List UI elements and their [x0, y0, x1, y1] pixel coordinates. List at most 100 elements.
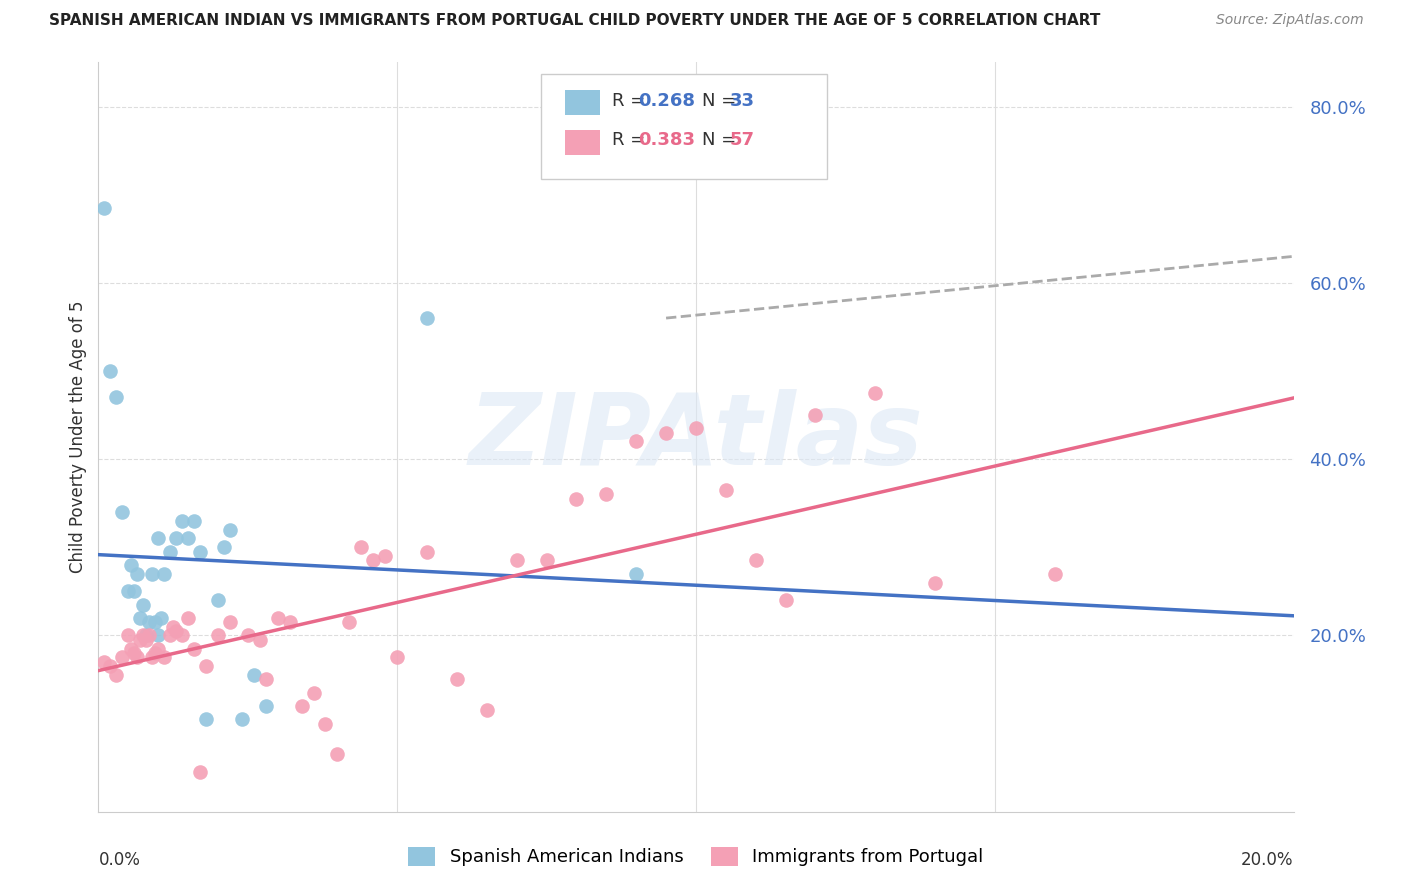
Point	[775, 593, 797, 607]
Point	[506, 553, 529, 567]
Point	[129, 632, 152, 647]
Point	[120, 641, 142, 656]
Point	[249, 632, 271, 647]
Point	[626, 434, 648, 449]
Point	[416, 311, 439, 326]
Point	[595, 487, 617, 501]
Point	[117, 628, 139, 642]
Point	[153, 566, 176, 581]
Point	[207, 628, 229, 642]
Point	[385, 650, 409, 665]
Point	[141, 650, 163, 665]
Point	[150, 611, 173, 625]
Point	[138, 628, 160, 642]
Point	[195, 712, 218, 726]
Point	[416, 544, 439, 558]
Text: 0.383: 0.383	[638, 131, 696, 149]
Point	[98, 659, 122, 673]
Point	[374, 549, 396, 563]
Point	[302, 686, 325, 700]
Point	[93, 201, 115, 215]
Point	[98, 364, 122, 378]
FancyBboxPatch shape	[541, 74, 827, 178]
Point	[236, 628, 259, 642]
Point	[177, 532, 200, 546]
Point	[172, 628, 194, 642]
Point	[865, 386, 887, 401]
Text: N =: N =	[702, 131, 742, 149]
Text: SPANISH AMERICAN INDIAN VS IMMIGRANTS FROM PORTUGAL CHILD POVERTY UNDER THE AGE : SPANISH AMERICAN INDIAN VS IMMIGRANTS FR…	[49, 13, 1101, 29]
Text: ZIPAtlas: ZIPAtlas	[468, 389, 924, 485]
Point	[132, 628, 155, 642]
Point	[278, 615, 301, 630]
Text: R =: R =	[613, 131, 651, 149]
Text: Source: ZipAtlas.com: Source: ZipAtlas.com	[1216, 13, 1364, 28]
Point	[159, 544, 181, 558]
Point	[350, 541, 373, 555]
Point	[745, 553, 768, 567]
Point	[162, 619, 184, 633]
Point	[165, 532, 187, 546]
Point	[565, 491, 588, 506]
Point	[143, 615, 166, 630]
Point	[105, 391, 128, 405]
Point	[105, 668, 128, 682]
Point	[135, 628, 157, 642]
Point	[135, 632, 157, 647]
Point	[148, 532, 170, 546]
Point	[219, 615, 242, 630]
Point	[111, 650, 134, 665]
Point	[127, 566, 149, 581]
Point	[124, 646, 146, 660]
Text: N =: N =	[702, 93, 742, 111]
Point	[143, 646, 166, 660]
Point	[363, 553, 385, 567]
Point	[148, 628, 170, 642]
Point	[714, 483, 737, 497]
Point	[129, 611, 152, 625]
Point	[254, 673, 277, 687]
Text: 33: 33	[730, 93, 755, 111]
Point	[655, 425, 678, 440]
Text: 57: 57	[730, 131, 755, 149]
Point	[153, 650, 176, 665]
Point	[212, 541, 235, 555]
Point	[626, 566, 648, 581]
Point	[1043, 566, 1066, 581]
Point	[93, 655, 115, 669]
Point	[183, 514, 205, 528]
Point	[111, 505, 134, 519]
Point	[165, 624, 187, 638]
Point	[254, 698, 277, 713]
Point	[446, 673, 468, 687]
Point	[127, 650, 149, 665]
Point	[124, 584, 146, 599]
Point	[339, 615, 361, 630]
Text: 20.0%: 20.0%	[1241, 851, 1294, 870]
Text: 0.0%: 0.0%	[98, 851, 141, 870]
Bar	[565, 90, 600, 115]
Point	[120, 558, 142, 572]
Point	[141, 566, 163, 581]
Text: R =: R =	[613, 93, 651, 111]
Legend: Spanish American Indians, Immigrants from Portugal: Spanish American Indians, Immigrants fro…	[408, 847, 984, 866]
Point	[804, 408, 827, 422]
Point	[207, 593, 229, 607]
Point	[315, 716, 337, 731]
Point	[188, 544, 211, 558]
Point	[195, 659, 218, 673]
Point	[177, 611, 200, 625]
Point	[475, 703, 498, 717]
Point	[188, 765, 211, 780]
Point	[159, 628, 181, 642]
Point	[138, 615, 160, 630]
Point	[326, 747, 349, 762]
Point	[291, 698, 314, 713]
Text: 0.268: 0.268	[638, 93, 696, 111]
Point	[117, 584, 139, 599]
Point	[924, 575, 946, 590]
Point	[685, 421, 707, 435]
Point	[183, 641, 205, 656]
Point	[243, 668, 266, 682]
Y-axis label: Child Poverty Under the Age of 5: Child Poverty Under the Age of 5	[69, 301, 87, 574]
